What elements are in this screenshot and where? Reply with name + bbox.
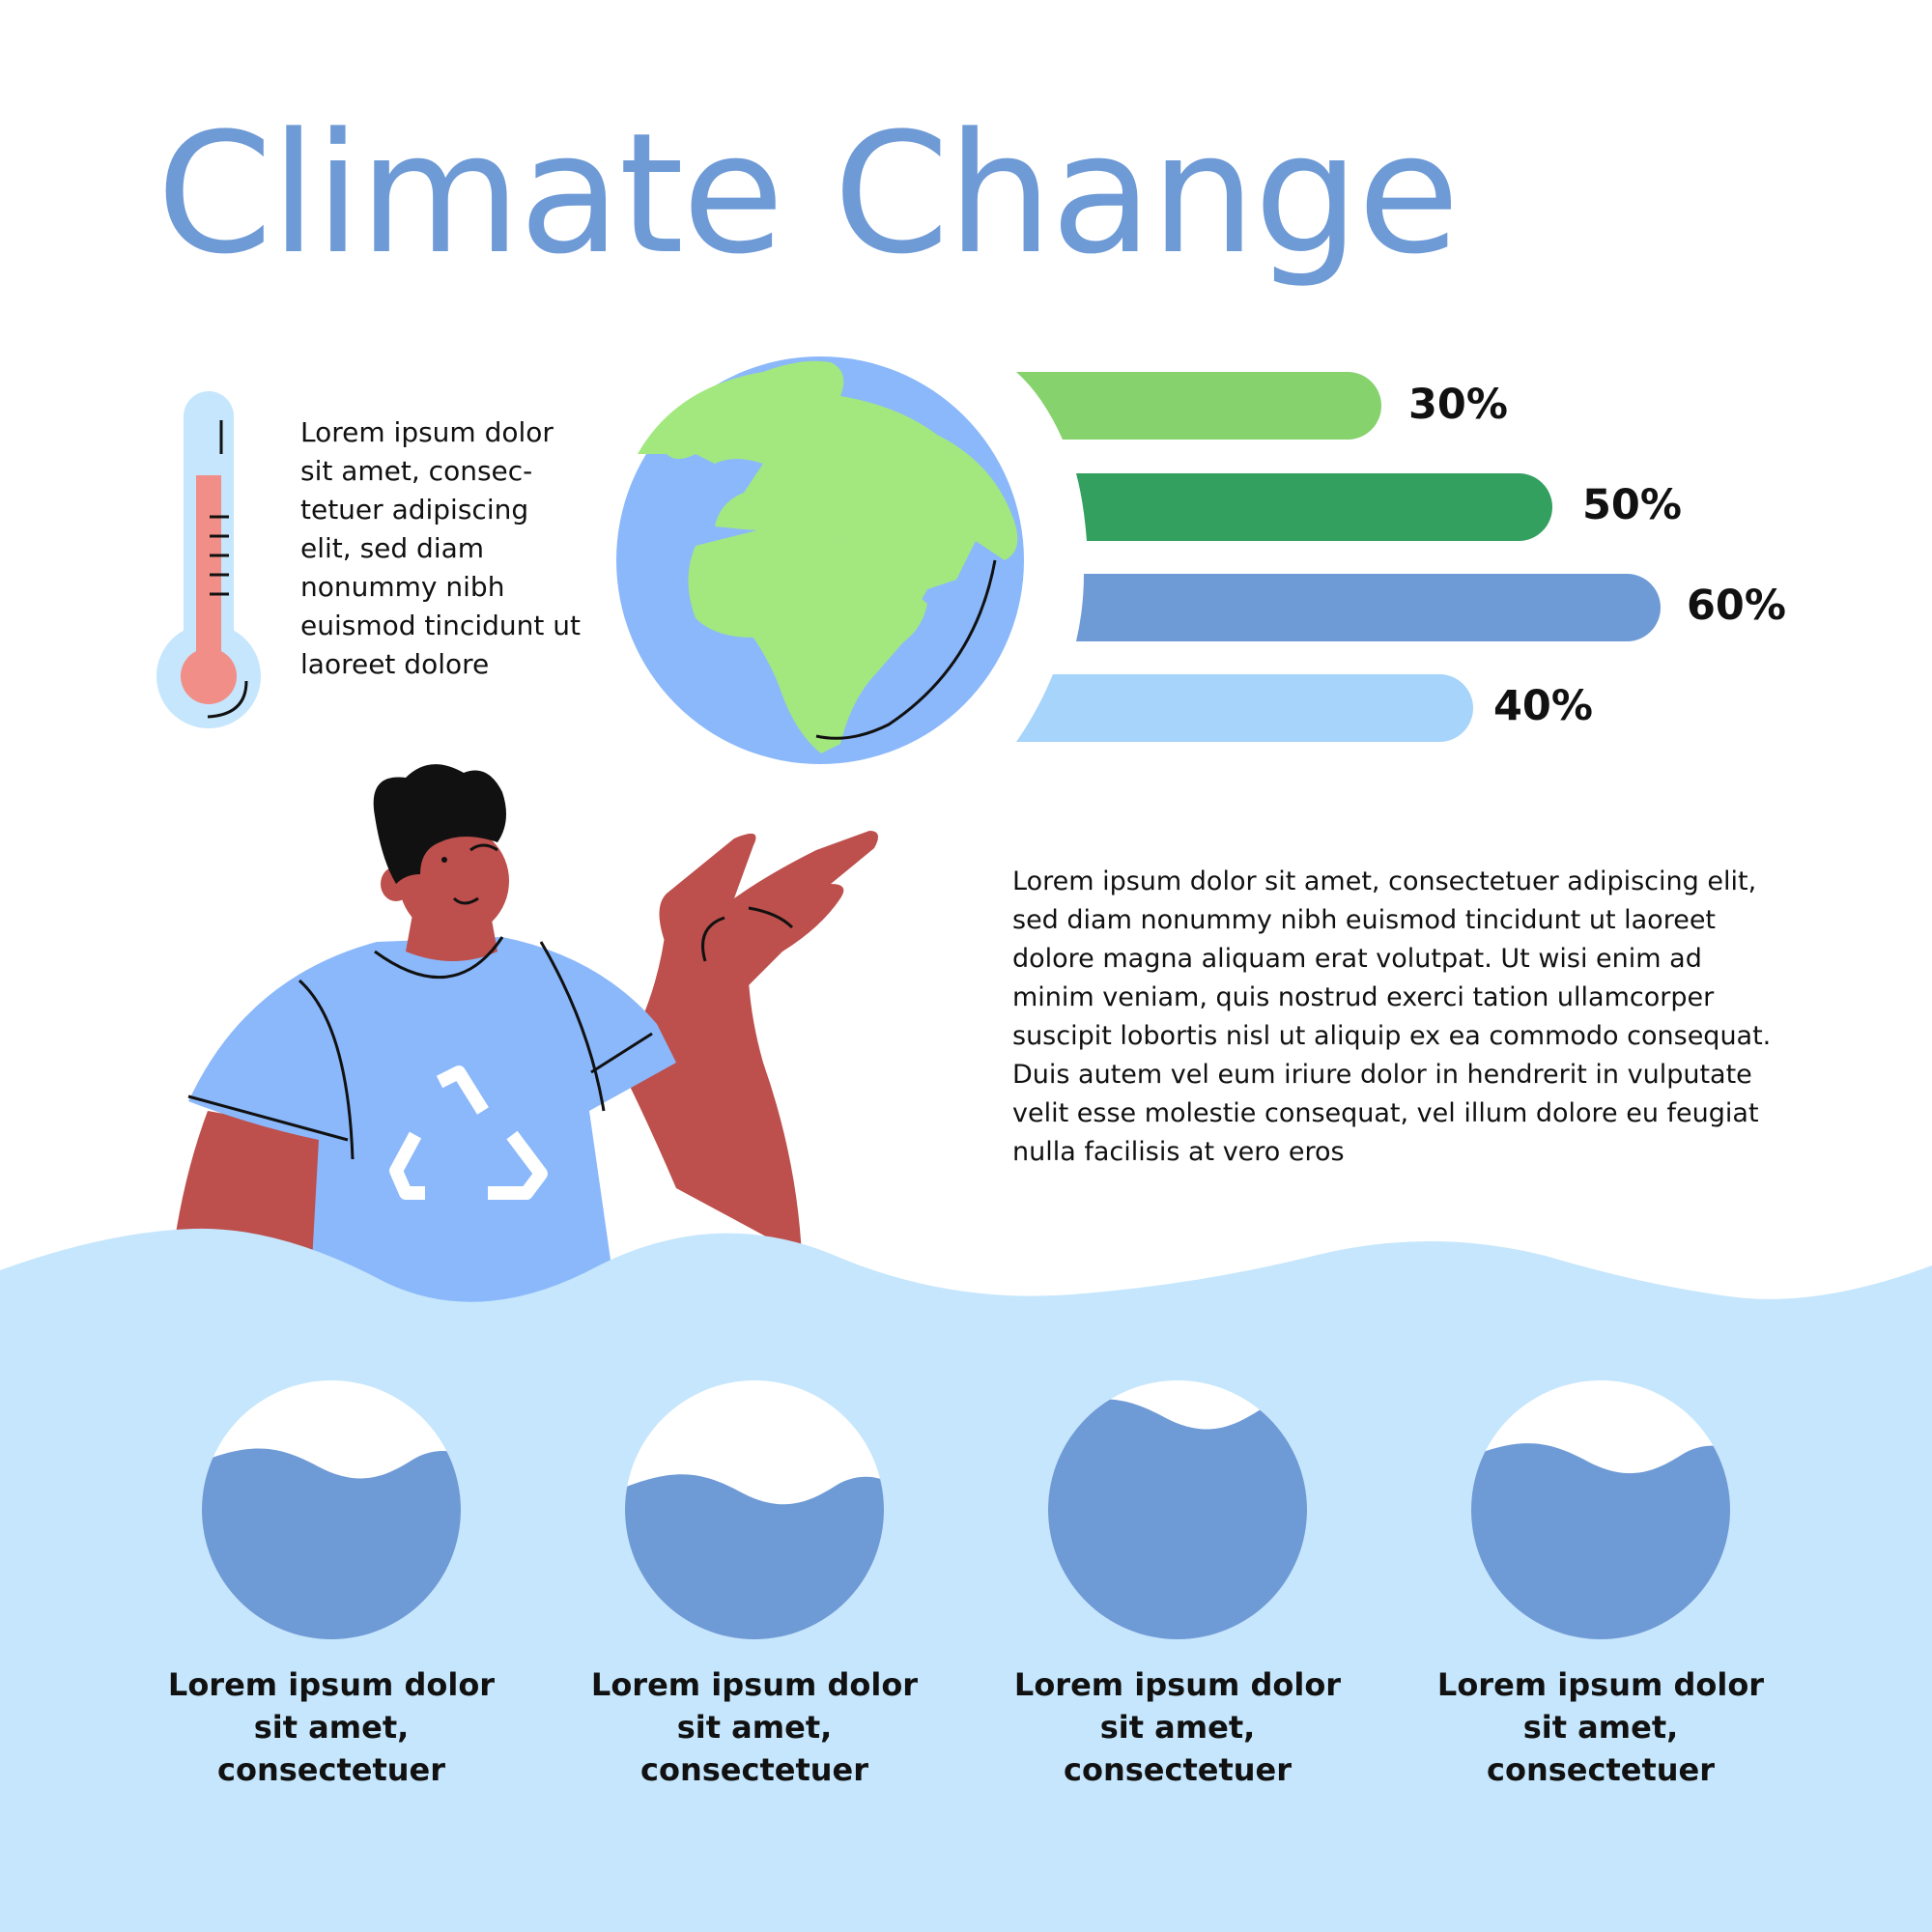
gauge-fill: [625, 1474, 884, 1639]
thermometer-description: Lorem ipsum dolor sit amet, consec-tetue…: [300, 416, 581, 680]
globe-icon: [616, 356, 1024, 764]
bar: [1076, 574, 1661, 641]
bar: [1076, 473, 1552, 541]
bar-label: 60%: [1687, 582, 1786, 630]
gauge-caption: Lorem ipsum dolor sit amet, consectetuer: [1013, 1666, 1342, 1788]
thermometer-icon: [156, 391, 261, 728]
person-illustration: [169, 764, 878, 1314]
page-title: Climate Change: [156, 97, 1460, 291]
water-background: [0, 1228, 1932, 1932]
bar: [1016, 372, 1381, 440]
gauge-fill: [202, 1448, 461, 1639]
recycle-icon: [389, 1065, 548, 1200]
gauge-caption: Lorem ipsum dolor sit amet, consectetuer: [590, 1666, 919, 1788]
gauge-fill: [1471, 1443, 1730, 1639]
bar: [1016, 674, 1473, 742]
bar-label: 40%: [1493, 682, 1593, 730]
bar-label: 30%: [1408, 381, 1508, 429]
gauge-row: [202, 1380, 1730, 1639]
bar-label: 50%: [1582, 481, 1682, 529]
gauge-caption: Lorem ipsum dolor sit amet, consectetuer: [1436, 1666, 1765, 1788]
gauge-fill: [1048, 1399, 1307, 1639]
bar-chart: [1016, 372, 1661, 742]
main-description: Lorem ipsum dolor sit amet, consectetuer…: [1012, 867, 1772, 1167]
gauge-caption: Lorem ipsum dolor sit amet, consectetuer: [167, 1666, 496, 1788]
